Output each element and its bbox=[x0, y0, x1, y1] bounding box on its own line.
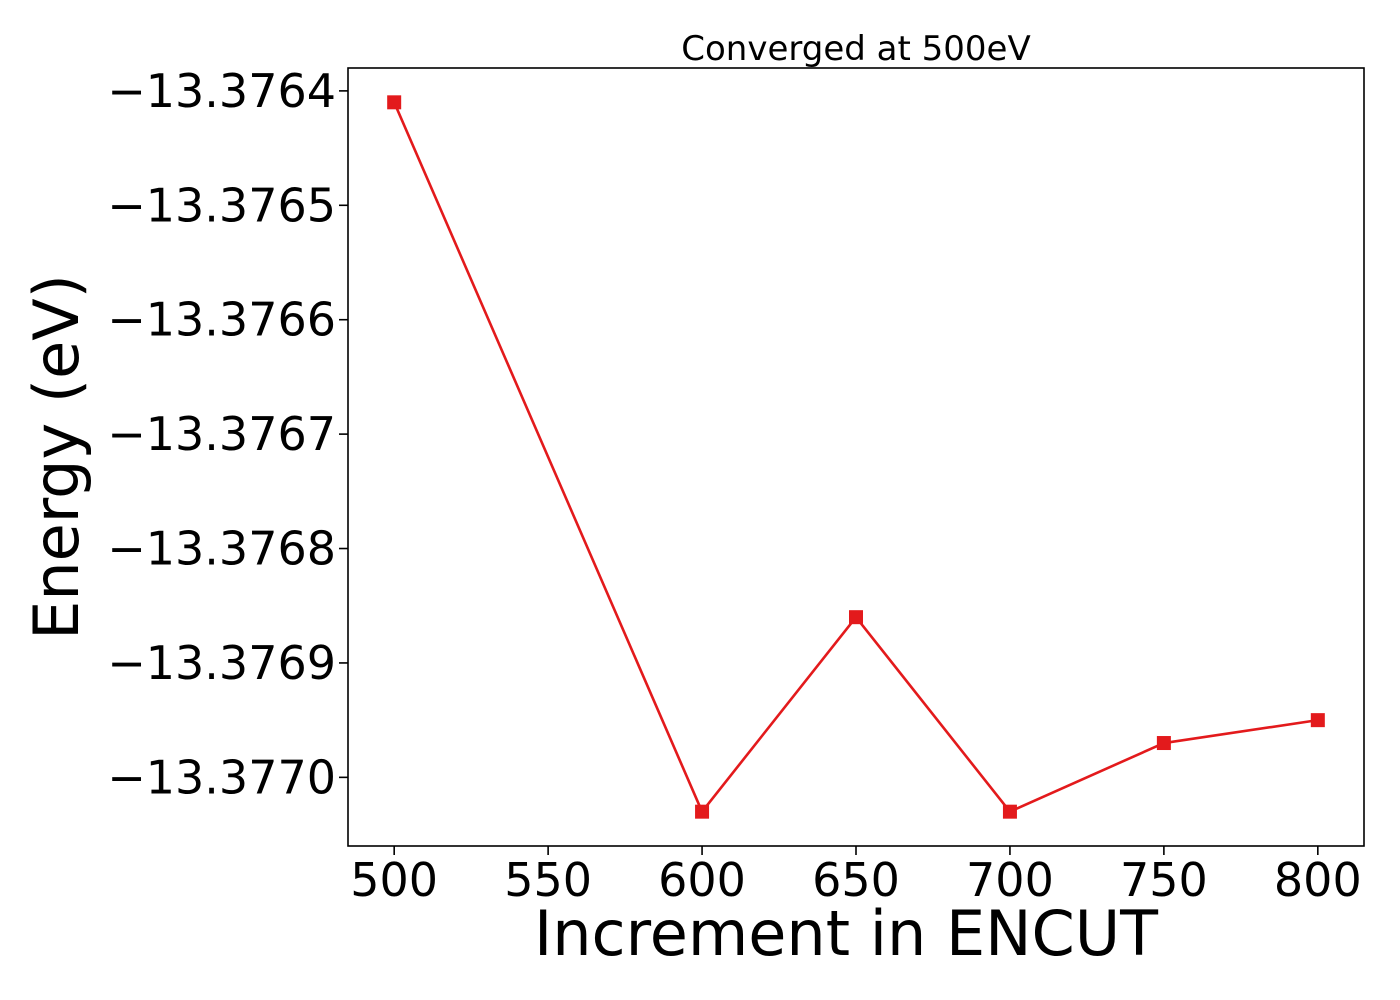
plot-area-frame bbox=[347, 67, 1365, 847]
y-tick-label: −13.3766 bbox=[107, 293, 336, 347]
data-point-marker bbox=[695, 804, 710, 819]
y-tick-label: −13.3765 bbox=[107, 178, 336, 232]
x-tick-label: 750 bbox=[1120, 853, 1208, 907]
data-point-marker bbox=[1310, 713, 1325, 728]
data-point-marker bbox=[849, 610, 863, 625]
y-tick-label: −13.3770 bbox=[107, 750, 336, 804]
x-tick-label: 650 bbox=[812, 853, 900, 907]
x-tick-label: 800 bbox=[1274, 853, 1362, 907]
chart-title: Converged at 500eV bbox=[681, 29, 1030, 69]
x-tick-label: 700 bbox=[966, 853, 1054, 907]
x-tick-label: 550 bbox=[504, 853, 592, 907]
y-tick-label: −13.3769 bbox=[107, 636, 336, 690]
series-layer bbox=[387, 95, 1325, 819]
y-tick-label: −13.3767 bbox=[107, 407, 336, 461]
y-tick-label: −13.3764 bbox=[107, 64, 336, 118]
y-axis-label: Energy (eV) bbox=[20, 274, 93, 640]
data-point-marker bbox=[1002, 804, 1017, 819]
x-axis-label: Increment in ENCUT bbox=[534, 897, 1159, 970]
x-tick-label: 500 bbox=[350, 853, 438, 907]
data-point-marker bbox=[1156, 736, 1171, 751]
x-tick-label: 600 bbox=[658, 853, 746, 907]
data-point-marker bbox=[387, 95, 402, 110]
y-tick-label: −13.3768 bbox=[107, 522, 336, 576]
axis-ticks: 500 550 600 650 700 750 800 −13.3764 −13.3765 −13… bbox=[107, 64, 1361, 907]
series-line bbox=[392, 101, 1319, 813]
